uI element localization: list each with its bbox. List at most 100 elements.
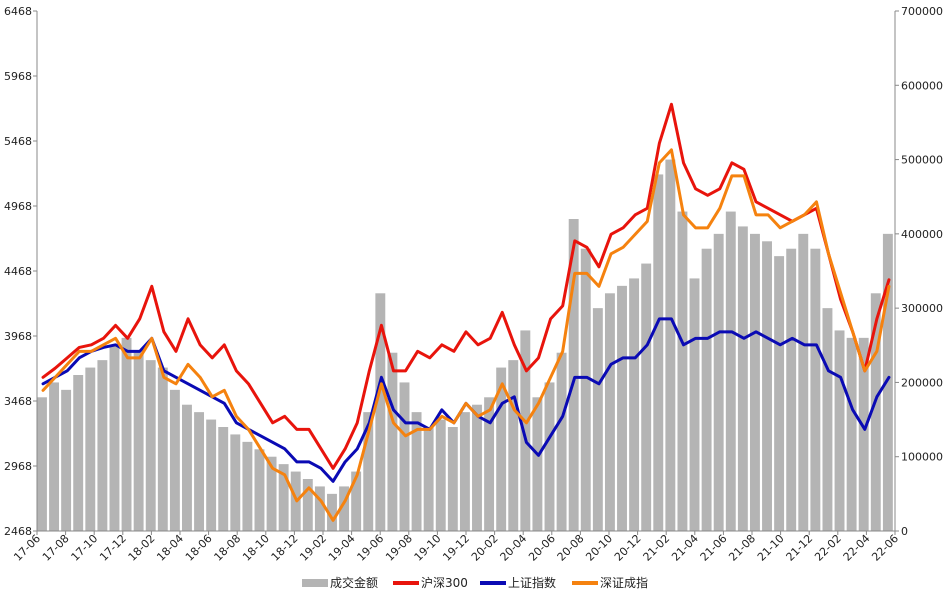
x-tick-label: 18-06 bbox=[183, 532, 215, 564]
volume-bar bbox=[37, 397, 47, 531]
volume-bar bbox=[604, 293, 615, 531]
legend-swatch-volume bbox=[302, 579, 328, 587]
volume-bar bbox=[459, 412, 470, 531]
right-tick-label: 0 bbox=[901, 525, 908, 538]
left-tick-label: 3468 bbox=[4, 395, 32, 408]
x-tick-label: 17-08 bbox=[40, 532, 72, 564]
volume-bar bbox=[701, 248, 712, 531]
volume-bar bbox=[85, 367, 96, 531]
volume-bar bbox=[254, 449, 265, 531]
volume-bar bbox=[532, 397, 543, 531]
volume-bar bbox=[737, 226, 748, 531]
x-tick-label: 19-04 bbox=[326, 532, 358, 564]
x-tick-label: 20-10 bbox=[583, 532, 615, 564]
volume-bar bbox=[327, 493, 337, 531]
volume-bar bbox=[677, 211, 688, 531]
volume-bar bbox=[266, 456, 277, 531]
volume-bar bbox=[786, 248, 797, 531]
volume-bar bbox=[617, 285, 627, 531]
volume-bar bbox=[870, 293, 881, 531]
x-tick-label: 19-06 bbox=[355, 532, 387, 564]
volume-bar bbox=[302, 479, 313, 531]
x-tick-label: 20-04 bbox=[498, 532, 530, 564]
volume-bar bbox=[278, 464, 289, 531]
volume-bar bbox=[411, 412, 422, 531]
left-tick-label: 4468 bbox=[4, 265, 32, 278]
x-tick-label: 19-10 bbox=[412, 532, 444, 564]
volume-bar bbox=[375, 293, 386, 531]
x-tick-label: 20-02 bbox=[469, 532, 501, 564]
left-tick-label: 3968 bbox=[4, 330, 32, 343]
right-tick-label: 100000 bbox=[901, 451, 943, 464]
volume-bar bbox=[157, 367, 168, 531]
right-tick-label: 300000 bbox=[901, 302, 943, 315]
x-tick-label: 22-06 bbox=[869, 532, 901, 564]
volume-bar bbox=[472, 404, 482, 531]
series-lines bbox=[41, 102, 891, 522]
volume-bar bbox=[73, 375, 84, 531]
volume-bar bbox=[206, 419, 217, 531]
right-tick-label: 400000 bbox=[901, 228, 943, 241]
volume-bar bbox=[846, 337, 857, 531]
volume-bar bbox=[592, 308, 603, 531]
volume-bar bbox=[568, 219, 579, 531]
right-tick-label: 700000 bbox=[901, 5, 943, 18]
volume-bar bbox=[145, 360, 156, 531]
x-tick-label: 18-08 bbox=[212, 532, 244, 564]
volume-bar bbox=[363, 412, 374, 531]
x-tick-label: 18-02 bbox=[126, 532, 158, 564]
x-tick-label: 18-04 bbox=[154, 532, 186, 564]
x-tick-label: 17-12 bbox=[97, 532, 129, 564]
x-tick-label: 19-08 bbox=[383, 532, 415, 564]
x-tick-label: 19-12 bbox=[440, 532, 472, 564]
volume-bar bbox=[762, 241, 772, 532]
volume-bars bbox=[37, 159, 893, 532]
legend-label: 上证指数 bbox=[508, 575, 556, 590]
legend-label: 成交金额 bbox=[330, 575, 378, 590]
volume-bar bbox=[496, 367, 507, 531]
x-tick-label: 21-06 bbox=[698, 532, 730, 564]
volume-bar bbox=[556, 352, 567, 531]
volume-bar bbox=[314, 486, 325, 531]
volume-bar bbox=[544, 382, 555, 531]
x-tick-label: 21-10 bbox=[755, 532, 787, 564]
legend: 成交金额 沪深300 上证指数 深证成指 bbox=[302, 575, 648, 590]
volume-bar bbox=[49, 382, 59, 531]
x-tick-label: 20-08 bbox=[555, 532, 587, 564]
volume-bar bbox=[774, 256, 785, 531]
volume-bar bbox=[665, 159, 676, 531]
volume-bar bbox=[61, 389, 72, 531]
x-tick-label: 20-12 bbox=[612, 532, 644, 564]
volume-bar bbox=[580, 248, 591, 531]
volume-bar bbox=[749, 233, 760, 532]
volume-bar bbox=[194, 412, 205, 531]
volume-bar bbox=[653, 174, 664, 531]
volume-bar bbox=[169, 389, 180, 531]
x-tick-label: 17-10 bbox=[69, 532, 101, 564]
volume-bar bbox=[351, 471, 362, 531]
right-tick-label: 200000 bbox=[901, 376, 943, 389]
x-tick-label: 21-04 bbox=[669, 532, 701, 564]
volume-bar bbox=[689, 278, 700, 531]
volume-bar bbox=[508, 360, 519, 531]
volume-bar bbox=[133, 352, 144, 531]
volume-bar bbox=[822, 308, 833, 531]
x-tick-label: 22-04 bbox=[841, 532, 873, 564]
volume-bar bbox=[629, 278, 640, 531]
volume-bar bbox=[399, 382, 410, 531]
left-tick-label: 2468 bbox=[4, 525, 32, 538]
x-tick-label: 18-12 bbox=[269, 532, 301, 564]
volume-bar bbox=[230, 434, 241, 531]
x-tick-label: 21-02 bbox=[641, 532, 673, 564]
right-tick-label: 500000 bbox=[901, 154, 943, 167]
volume-bar bbox=[109, 345, 120, 531]
left-tick-label: 5468 bbox=[4, 135, 32, 148]
legend-label: 深证成指 bbox=[600, 575, 648, 590]
volume-bar bbox=[520, 330, 531, 531]
x-tick-label: 19-02 bbox=[297, 532, 329, 564]
volume-bar bbox=[423, 427, 434, 531]
volume-bar bbox=[484, 397, 495, 531]
volume-bar bbox=[387, 352, 398, 531]
series-line-shenzhen bbox=[41, 148, 891, 522]
